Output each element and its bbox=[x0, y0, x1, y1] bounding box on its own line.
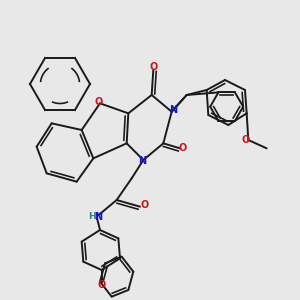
Text: O: O bbox=[149, 62, 158, 72]
Text: O: O bbox=[140, 200, 148, 210]
Text: N: N bbox=[138, 157, 146, 166]
Text: H: H bbox=[88, 212, 96, 221]
Text: N: N bbox=[94, 212, 102, 222]
Text: O: O bbox=[241, 135, 250, 145]
Text: O: O bbox=[98, 280, 106, 290]
Text: O: O bbox=[179, 143, 187, 153]
Text: O: O bbox=[94, 97, 103, 107]
Text: N: N bbox=[169, 105, 177, 115]
